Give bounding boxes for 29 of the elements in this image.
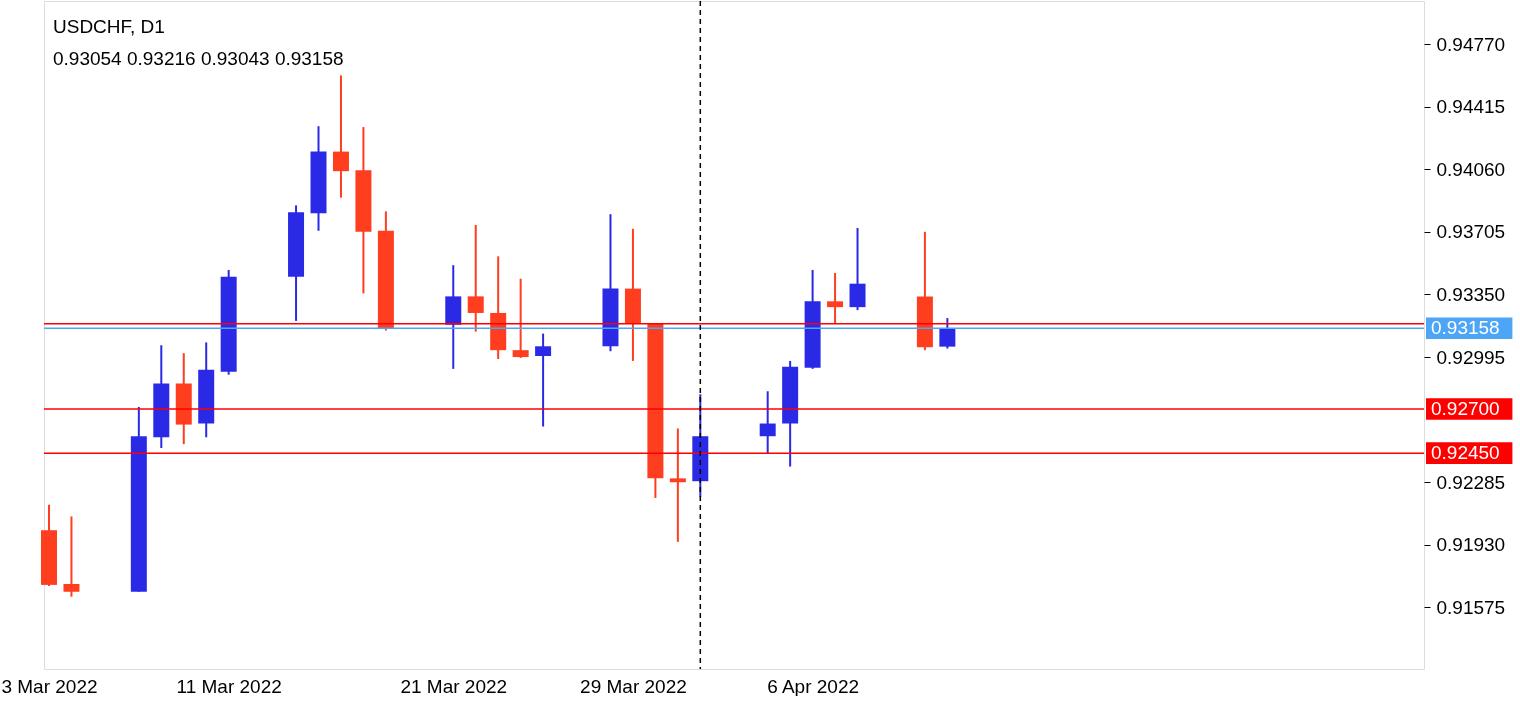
- candlestick: [512, 277, 529, 359]
- y-tick-label: 0.92285: [1436, 471, 1506, 493]
- text: USDCHF, D1: [53, 16, 165, 37]
- candlestick: [939, 317, 956, 350]
- text: 0.93054 0.93216 0.93043 0.93158: [53, 48, 344, 69]
- y-tick-label: 0.92995: [1436, 346, 1506, 368]
- candlestick: [849, 226, 866, 312]
- x-tick-label: 3 Mar 2022: [1, 675, 98, 697]
- candlestick: [827, 271, 844, 325]
- y-tick-label: 0.91930: [1436, 534, 1506, 556]
- y-tick-label: 0.91575: [1436, 596, 1506, 618]
- candlestick: [669, 427, 686, 543]
- y-tick-label: 0.94770: [1436, 33, 1506, 55]
- x-tick-label: 6 Apr 2022: [767, 675, 860, 697]
- y-tick-label: 0.93350: [1436, 283, 1506, 305]
- ref-line-label: 0.92700: [1431, 398, 1500, 420]
- y-tick-label: 0.93705: [1436, 221, 1506, 243]
- candlestick: [332, 74, 349, 199]
- candlestick: [63, 515, 80, 598]
- x-tick-label: 11 Mar 2022: [176, 675, 282, 697]
- x-tick-label: 29 Mar 2022: [580, 675, 687, 697]
- y-tick-label: 0.94415: [1436, 96, 1506, 118]
- x-tick-label: 21 Mar 2022: [400, 675, 508, 697]
- y-tick-label: 0.94060: [1436, 158, 1506, 180]
- candlestick: [467, 223, 484, 333]
- candlestick: [759, 390, 776, 455]
- ref-line-label: 0.92450: [1431, 442, 1500, 464]
- ref-line-label: 0.93158: [1431, 317, 1500, 339]
- candlestick: [535, 332, 552, 428]
